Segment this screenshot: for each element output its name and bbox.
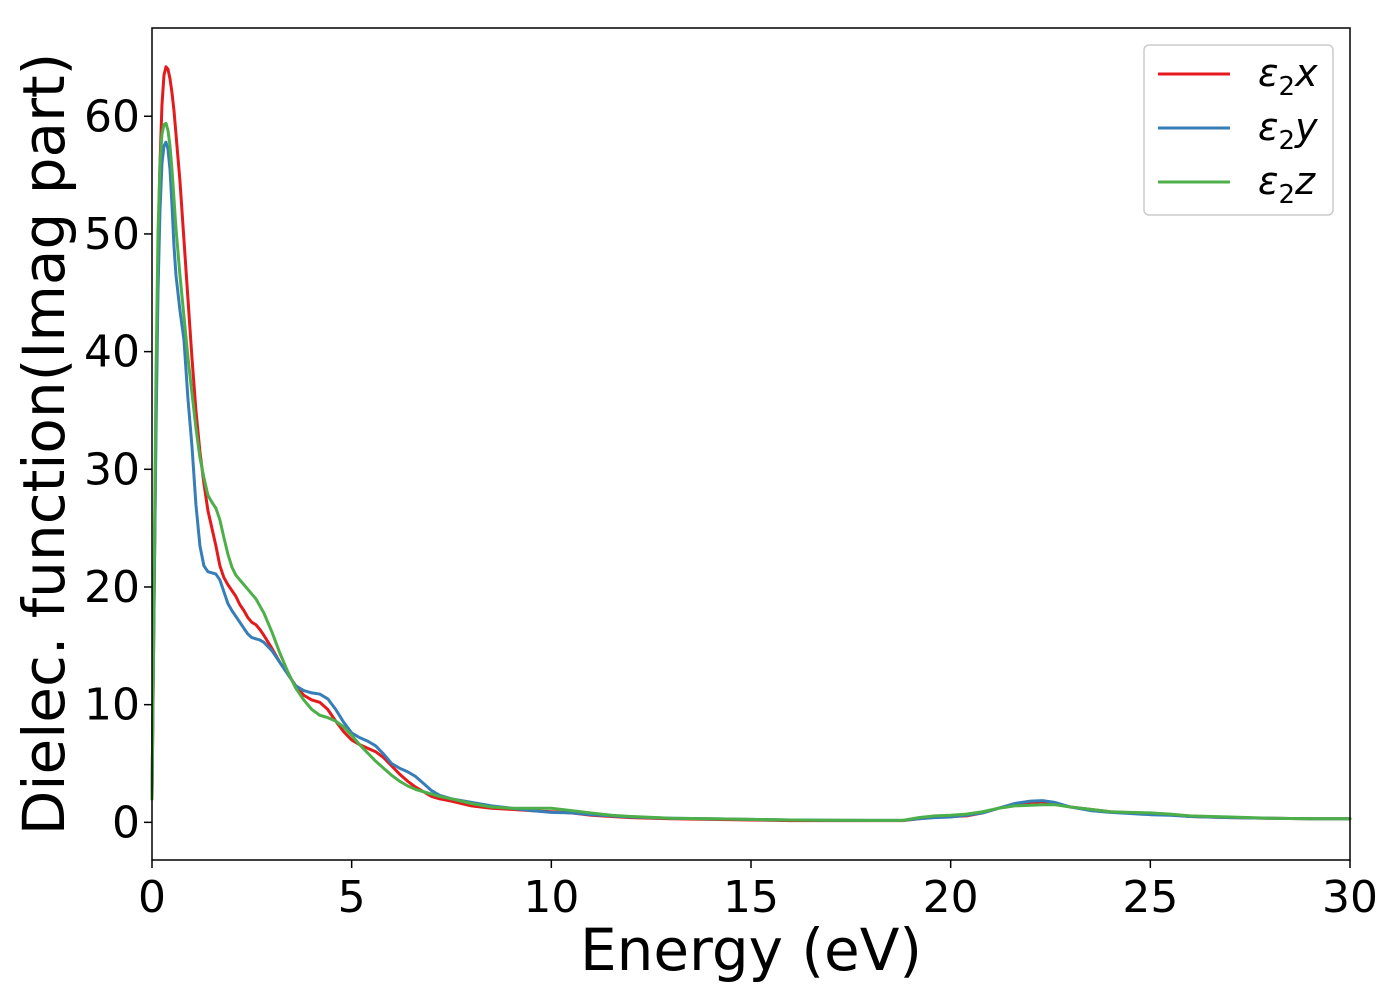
y-tick-label: 10 <box>84 680 140 731</box>
y-tick-label: 60 <box>84 91 140 142</box>
legend-label-y: ε2y <box>1258 105 1318 156</box>
y-axis-title: Dielec. function(Imag part) <box>10 53 78 836</box>
y-tick-label: 20 <box>84 562 140 613</box>
x-tick-label: 20 <box>923 872 979 923</box>
legend-label-x: ε2x <box>1258 51 1318 102</box>
x-tick-label: 30 <box>1322 872 1378 923</box>
x-axis-title: Energy (eV) <box>580 916 922 984</box>
y-tick-label: 40 <box>84 327 140 378</box>
y-tick-label: 0 <box>112 797 140 848</box>
legend-label-z: ε2z <box>1258 159 1316 210</box>
y-tick-label: 50 <box>84 209 140 260</box>
x-tick-label: 10 <box>523 872 579 923</box>
x-tick-label: 5 <box>338 872 366 923</box>
series-layer <box>150 65 1352 823</box>
series-line-z <box>150 121 1352 822</box>
x-axis-ticks: 0 5 10 15 20 25 30 <box>138 860 1378 923</box>
x-tick-label: 25 <box>1122 872 1178 923</box>
x-tick-label: 0 <box>138 872 166 923</box>
y-tick-label: 30 <box>84 444 140 495</box>
y-axis-ticks: 0 10 20 30 40 50 60 <box>84 91 152 848</box>
x-tick-label: 15 <box>723 872 779 923</box>
legend-box <box>1143 44 1334 216</box>
